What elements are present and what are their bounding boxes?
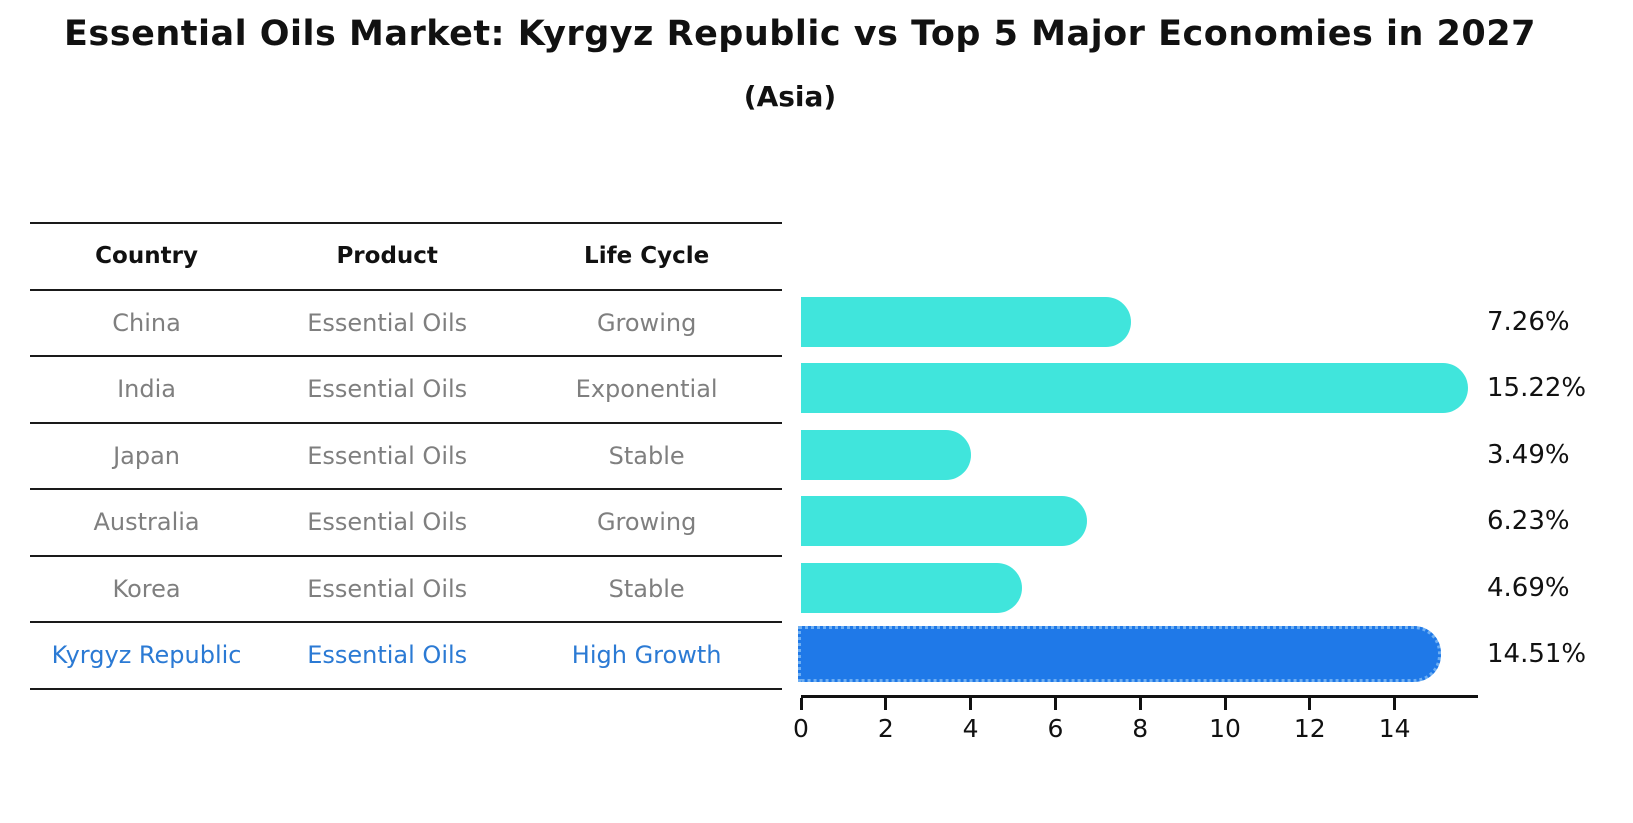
country-cell: Japan	[113, 441, 181, 470]
axis-tick	[1393, 698, 1397, 710]
table-row: Japan Essential Oils Stable	[30, 424, 782, 490]
country-cell: Australia	[93, 508, 200, 537]
table-body: China Essential Oils Growing India Essential…	[30, 291, 782, 690]
lifecycle-cell: High Growth	[571, 641, 722, 670]
lifecycle-cell: Stable	[608, 574, 685, 603]
bar	[801, 562, 1022, 613]
tick-label: 6	[1047, 714, 1064, 743]
bar	[801, 363, 1469, 413]
country-cell: Korea	[112, 574, 181, 603]
x-axis	[801, 695, 1478, 698]
country-cell: Kyrgyz Republic	[51, 641, 242, 670]
table-row: Kyrgyz Republic Essential Oils High Growth	[30, 623, 782, 690]
table-row: China Essential Oils Growing	[30, 291, 782, 357]
table-row: Australia Essential Oils Growing	[30, 490, 782, 557]
tick-label: 14	[1378, 714, 1411, 743]
value-label: 15.22%	[1487, 373, 1587, 404]
product-cell: Essential Oils	[307, 641, 468, 670]
axis-tick	[1053, 698, 1057, 710]
table-row: India Essential Oils Exponential	[30, 357, 782, 424]
bar	[801, 429, 971, 480]
value-label: 6.23%	[1487, 506, 1570, 537]
axis-tick	[1223, 698, 1227, 710]
bar	[801, 296, 1131, 347]
comparison-table: Country Product Life Cycle China Essentia…	[30, 222, 782, 690]
axis-tick	[799, 698, 803, 710]
axis-tick	[884, 698, 888, 710]
axis-tick	[1138, 698, 1142, 710]
axis-tick	[969, 698, 973, 710]
value-label: 14.51%	[1487, 639, 1587, 670]
tick-label: 10	[1209, 714, 1241, 743]
lifecycle-cell: Exponential	[575, 375, 718, 404]
col-header-lifecycle: Life Cycle	[584, 243, 710, 270]
col-header-product: Product	[336, 243, 438, 270]
lifecycle-cell: Growing	[596, 508, 697, 537]
product-cell: Essential Oils	[307, 375, 468, 404]
product-cell: Essential Oils	[307, 574, 468, 603]
bar	[801, 496, 1088, 546]
axis-tick	[1308, 698, 1312, 710]
country-cell: India	[117, 375, 176, 404]
tick-label: 8	[1132, 714, 1149, 743]
chart-title: Essential Oils Market: Kyrgyz Republic v…	[64, 14, 1536, 54]
lifecycle-cell: Stable	[608, 441, 685, 470]
product-cell: Essential Oils	[307, 441, 468, 470]
highlight-bar	[798, 626, 1442, 682]
value-label: 3.49%	[1487, 439, 1570, 470]
table-header-row: Country Product Life Cycle	[30, 222, 782, 291]
tick-label: 12	[1293, 714, 1326, 743]
product-cell: Essential Oils	[307, 308, 468, 337]
chart-subtitle: (Asia)	[743, 80, 837, 113]
tick-label: 0	[793, 714, 809, 743]
tick-label: 4	[962, 714, 979, 743]
value-label: 4.69%	[1487, 572, 1570, 603]
col-header-country: Country	[95, 243, 198, 270]
tick-label: 2	[877, 714, 894, 743]
value-label: 7.26%	[1487, 306, 1570, 337]
product-cell: Essential Oils	[307, 508, 468, 537]
table-row: Korea Essential Oils Stable	[30, 557, 782, 623]
lifecycle-cell: Growing	[596, 308, 697, 337]
country-cell: China	[112, 308, 181, 337]
